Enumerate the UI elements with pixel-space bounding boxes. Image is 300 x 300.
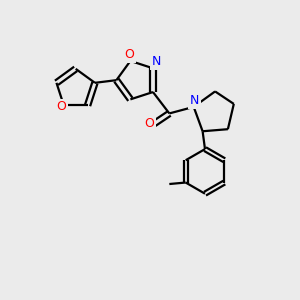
Text: N: N	[190, 94, 199, 107]
Text: N: N	[152, 55, 161, 68]
Text: O: O	[56, 100, 66, 113]
Text: O: O	[145, 117, 154, 130]
Text: O: O	[124, 48, 134, 61]
